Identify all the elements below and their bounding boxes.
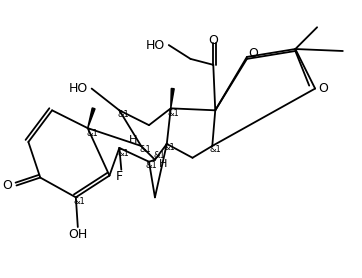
Text: &1: &1: [74, 197, 86, 206]
Text: &1: &1: [117, 110, 129, 119]
Polygon shape: [171, 88, 174, 108]
Text: F: F: [116, 170, 123, 183]
Text: &1: &1: [209, 145, 221, 154]
Text: &1: &1: [153, 151, 165, 160]
Polygon shape: [88, 108, 95, 128]
Text: O: O: [248, 48, 258, 60]
Text: H: H: [159, 159, 167, 169]
Text: &1: &1: [145, 161, 157, 170]
Text: H: H: [129, 135, 137, 145]
Text: HO: HO: [68, 82, 88, 95]
Text: O: O: [209, 34, 218, 47]
Text: &1: &1: [117, 149, 129, 158]
Text: O: O: [3, 179, 13, 192]
Text: &1: &1: [168, 109, 180, 118]
Text: O: O: [318, 82, 328, 95]
Text: HO: HO: [146, 39, 165, 51]
Text: &1: &1: [164, 143, 176, 152]
Text: &1: &1: [139, 145, 151, 154]
Text: &1: &1: [87, 128, 98, 138]
Text: OH: OH: [68, 229, 88, 241]
